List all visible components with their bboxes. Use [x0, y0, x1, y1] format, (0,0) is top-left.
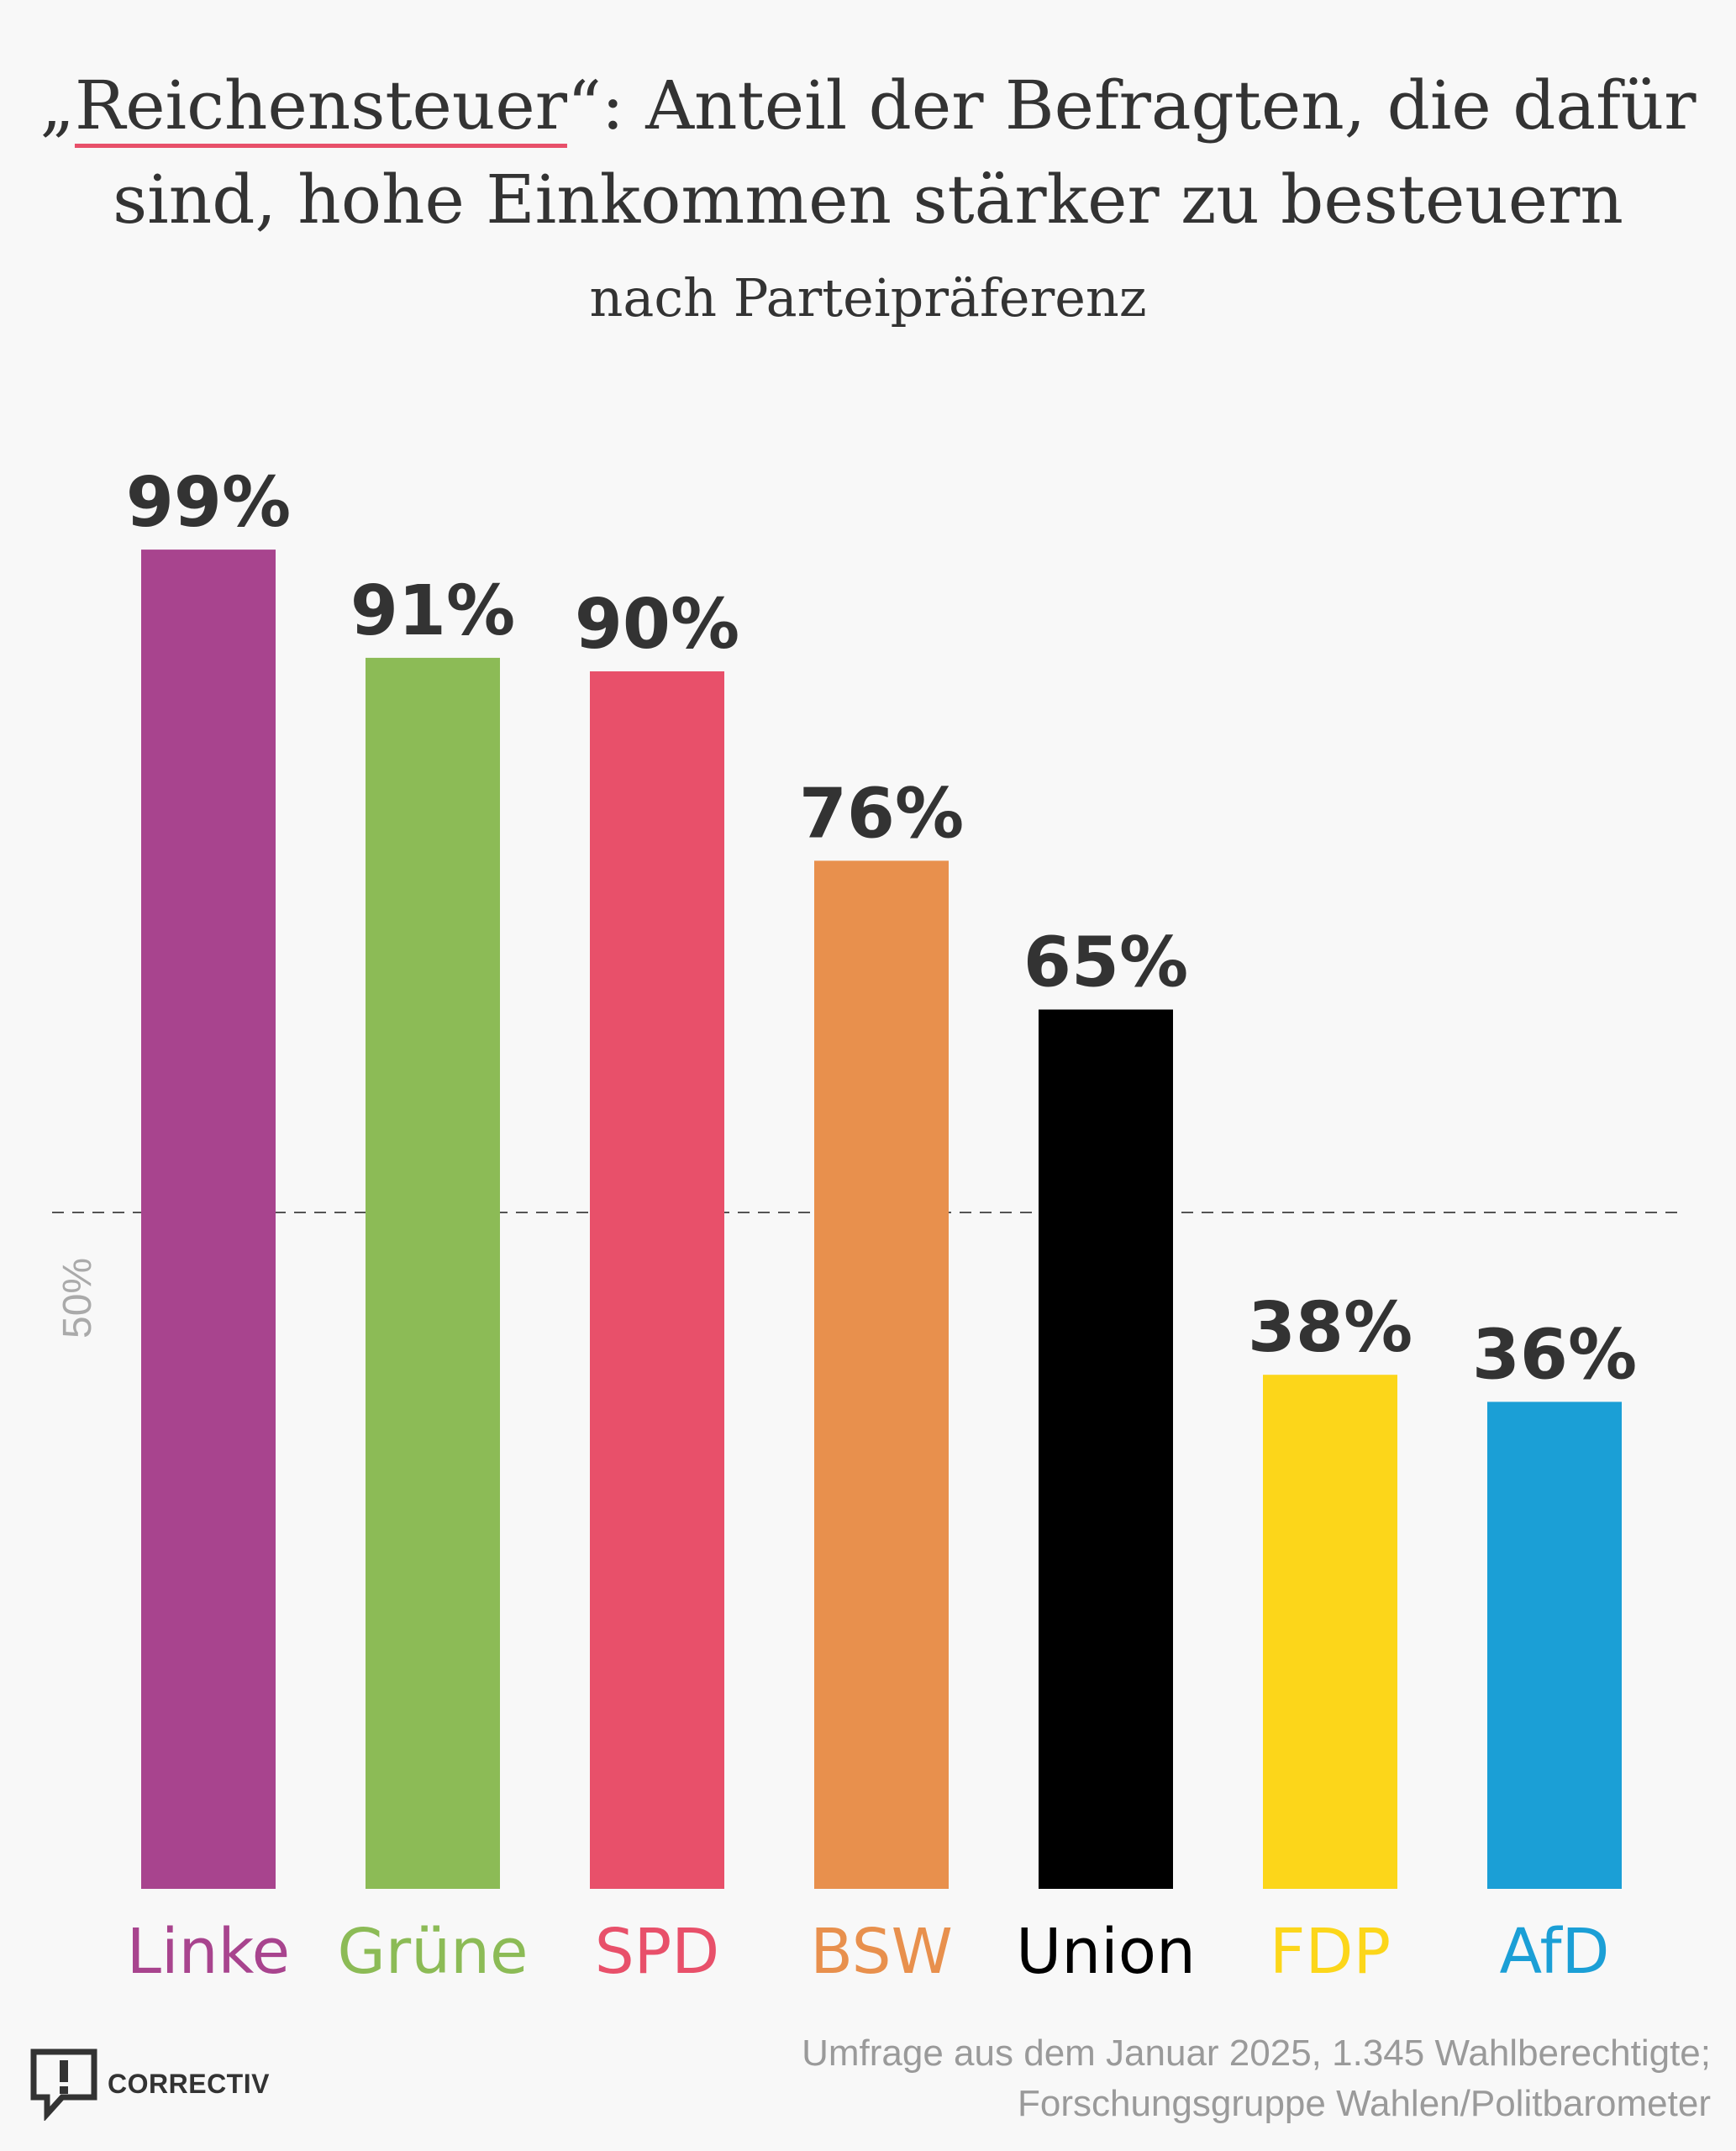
value-label: 38%: [1248, 1288, 1412, 1368]
value-label: 91%: [350, 571, 515, 651]
bar-linke: [141, 550, 276, 1889]
source-line-2: Forschungsgruppe Wahlen/Politbarometer: [1017, 2083, 1711, 2124]
bar-spd: [590, 671, 724, 1889]
category-label: Grüne: [337, 1916, 528, 1988]
speech-bubble-exclamation-icon: [30, 2048, 97, 2121]
source-note: Umfrage aus dem Januar 2025, 1.345 Wahlb…: [802, 2028, 1711, 2129]
correctiv-logo: CORRECTIV: [29, 2047, 270, 2121]
reference-line-label: 50%: [55, 1258, 100, 1338]
category-label: AfD: [1499, 1916, 1609, 1988]
bar-bsw: [814, 860, 949, 1889]
category-label: BSW: [810, 1916, 953, 1988]
bar-afd: [1487, 1402, 1622, 1889]
bar-grne: [366, 657, 500, 1889]
category-label: SPD: [595, 1916, 720, 1988]
category-labels-group: Linke Grüne SPD BSW Union FDP AfD: [127, 1916, 1610, 1988]
chart-title: „Reichensteuer“: Anteil der Befragten, d…: [0, 59, 1736, 247]
value-label: 36%: [1472, 1315, 1637, 1395]
category-label: FDP: [1270, 1916, 1391, 1988]
bars-group: [141, 550, 1622, 1889]
chart-subtitle: nach Parteipräferenz: [589, 267, 1147, 329]
bar-chart: 50% 99% 91% 90% 76% 65% 38% 36% Linke Grüne SPD B…: [52, 463, 1681, 1988]
value-label: 76%: [799, 774, 964, 854]
logo-text: CORRECTIV: [108, 2068, 270, 2099]
title-highlight: Reichensteuer: [74, 66, 567, 145]
category-label: Union: [1016, 1916, 1196, 1988]
title-open-quote: „: [39, 66, 75, 145]
title-line-1: „Reichensteuer“: Anteil der Befragten, d…: [40, 66, 1697, 145]
value-label: 99%: [126, 463, 291, 543]
value-label: 90%: [575, 585, 739, 665]
bar-union: [1039, 1009, 1173, 1889]
value-labels-group: 99% 91% 90% 76% 65% 38% 36%: [126, 463, 1637, 1395]
value-label: 65%: [1023, 923, 1188, 1003]
title-line-2: sind, hohe Einkommen stärker zu besteuer…: [113, 160, 1623, 239]
title-line-1-rest: “: Anteil der Befragten, die dafür: [566, 66, 1697, 145]
category-label: Linke: [127, 1916, 290, 1988]
source-line-1: Umfrage aus dem Januar 2025, 1.345 Wahlb…: [802, 2033, 1711, 2074]
bar-fdp: [1263, 1375, 1397, 1889]
